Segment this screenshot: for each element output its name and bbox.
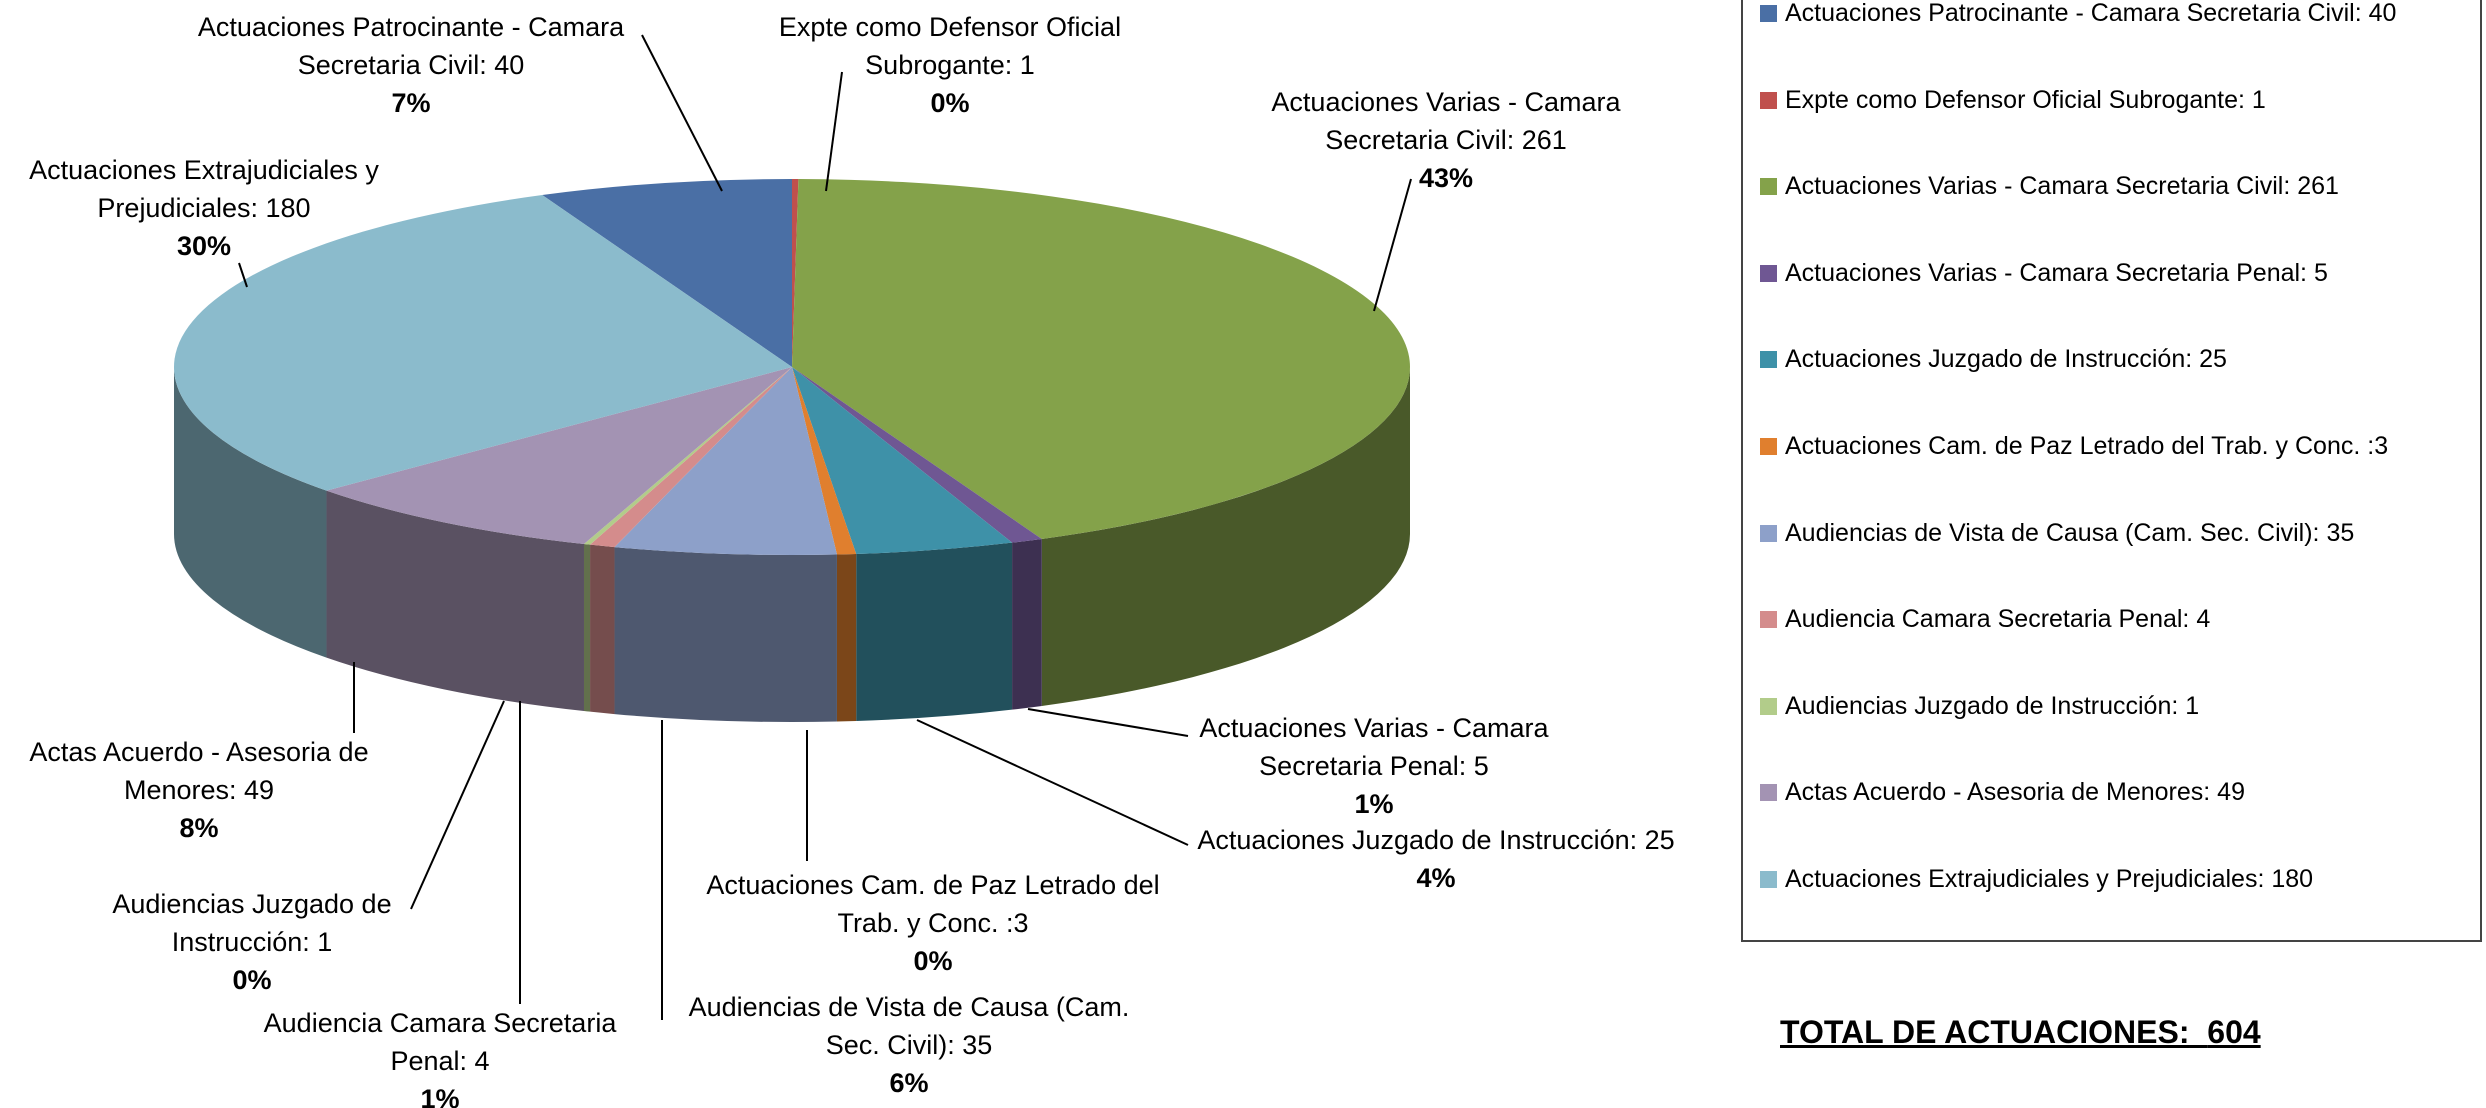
- legend-entry: Actuaciones Varias - Camara Secretaria C…: [1785, 172, 2339, 201]
- slice: [792, 367, 1013, 554]
- legend-swatch: [1760, 697, 1777, 715]
- label-name: Actuaciones Varias - Camara Secretaria P…: [1199, 713, 1549, 781]
- slice-side: [836, 553, 857, 722]
- legend-swatch: [1760, 784, 1777, 802]
- label-percent: 7%: [391, 88, 431, 118]
- legend-swatch: [1760, 351, 1777, 369]
- slice-side: [590, 544, 615, 715]
- label-name: Actuaciones Extrajudiciales y Prejudicia…: [29, 155, 379, 223]
- slice: [614, 367, 837, 555]
- label-name: Actuaciones Juzgado de Instrucción: 25: [1197, 825, 1675, 855]
- label-percent: 0%: [232, 965, 272, 995]
- slice: [792, 179, 1410, 539]
- slice: [590, 367, 792, 548]
- data-label: Audiencias de Vista de Causa (Cam. Sec. …: [669, 988, 1149, 1102]
- slice: [583, 367, 792, 545]
- label-percent: 6%: [889, 1068, 929, 1098]
- slice-side: [1041, 367, 1410, 706]
- legend-entry: Expte como Defensor Oficial Subrogante: …: [1785, 85, 2266, 114]
- leader-line: [825, 71, 843, 192]
- data-label: Audiencia Camara Secretaria Penal: 4 1%: [240, 1004, 640, 1108]
- label-percent: 4%: [1416, 863, 1456, 893]
- label-percent: 0%: [913, 946, 953, 976]
- leader-line: [410, 700, 505, 910]
- label-percent: 0%: [930, 88, 970, 118]
- legend-swatch: [1760, 524, 1777, 542]
- slice-side: [174, 367, 327, 658]
- legend-entry: Actuaciones Patrocinante - Camara Secret…: [1785, 0, 2397, 27]
- data-label: Actuaciones Cam. de Paz Letrado del Trab…: [683, 866, 1183, 980]
- slice-side: [326, 490, 584, 712]
- label-percent: 43%: [1418, 163, 1474, 193]
- slice: [792, 367, 857, 555]
- data-label: Expte como Defensor Oficial Subrogante: …: [730, 8, 1170, 122]
- data-label: Actuaciones Extrajudiciales y Prejudicia…: [0, 151, 414, 265]
- total: TOTAL DE ACTUACIONES: 604: [1780, 1014, 2261, 1051]
- label-percent: 1%: [1354, 789, 1394, 819]
- legend-swatch: [1760, 611, 1777, 629]
- slice: [792, 367, 1042, 543]
- slice-side: [583, 544, 591, 712]
- data-label: Actas Acuerdo - Asesoria de Menores: 49 8…: [0, 733, 399, 847]
- slice-side: [614, 547, 837, 722]
- legend-swatch: [1760, 264, 1777, 282]
- slice-side: [1012, 538, 1042, 710]
- legend-entry: Actuaciones Extrajudiciales y Prejudicia…: [1785, 865, 2314, 893]
- legend-entry: Audiencia Camara Secretaria Penal: 4: [1785, 605, 2211, 634]
- label-percent: 1%: [420, 1084, 460, 1108]
- legend-entry: Actuaciones Cam. de Paz Letrado del Trab…: [1785, 432, 2389, 460]
- legend-entry: Audiencias Juzgado de Instrucción: 1: [1785, 691, 2200, 720]
- data-label: Actuaciones Juzgado de Instrucción: 25 4%: [1186, 821, 1686, 897]
- legend-entry: Actuaciones Varias - Camara Secretaria P…: [1785, 258, 2328, 287]
- slice: [326, 367, 792, 545]
- slice: [792, 179, 799, 367]
- data-label: Actuaciones Varias - Camara Secretaria C…: [1246, 83, 1646, 197]
- legend-swatch: [1760, 91, 1777, 109]
- legend-entry: Actuaciones Juzgado de Instrucción: 25: [1785, 345, 2227, 374]
- leader-line: [641, 34, 723, 192]
- data-label: Actuaciones Patrocinante - Camara Secret…: [161, 8, 661, 122]
- leader-line: [916, 719, 1189, 846]
- label-name: Actas Acuerdo - Asesoria de Menores: 49: [29, 737, 369, 805]
- label-name: Audiencias Juzgado de Instrucción: 1: [112, 889, 392, 957]
- label-name: Audiencias de Vista de Causa (Cam. Sec. …: [688, 992, 1130, 1060]
- label-name: Actuaciones Patrocinante - Camara Secret…: [197, 12, 625, 80]
- legend-entry: Audiencias de Vista de Causa (Cam. Sec. …: [1785, 518, 2355, 547]
- total-value: 604: [2207, 1014, 2261, 1050]
- total-label: TOTAL DE ACTUACIONES:: [1780, 1014, 2190, 1050]
- leader-line: [1027, 708, 1189, 737]
- leader-line: [1373, 178, 1412, 312]
- label-name: Audiencia Camara Secretaria Penal: 4: [263, 1008, 617, 1076]
- data-label: Audiencias Juzgado de Instrucción: 1 0%: [87, 885, 417, 999]
- legend-entry: Actas Acuerdo - Asesoria de Menores: 49: [1785, 778, 2245, 807]
- label-name: Expte como Defensor Oficial Subrogante: …: [778, 12, 1122, 80]
- data-label: Actuaciones Varias - Camara Secretaria P…: [1164, 709, 1584, 823]
- slice: [173, 195, 793, 491]
- legend-swatch: [1760, 5, 1777, 22]
- legend-swatch: [1760, 871, 1777, 888]
- label-percent: 8%: [179, 813, 219, 843]
- legend: [1741, 0, 2482, 942]
- slice-side: [856, 542, 1013, 721]
- legend-swatch: [1760, 178, 1777, 196]
- leader-line: [238, 262, 248, 288]
- label-name: Actuaciones Varias - Camara Secretaria C…: [1271, 87, 1621, 155]
- legend-swatch: [1760, 438, 1777, 455]
- label-percent: 30%: [176, 231, 232, 261]
- label-name: Actuaciones Cam. de Paz Letrado del Trab…: [706, 870, 1160, 938]
- slice: [542, 179, 792, 367]
